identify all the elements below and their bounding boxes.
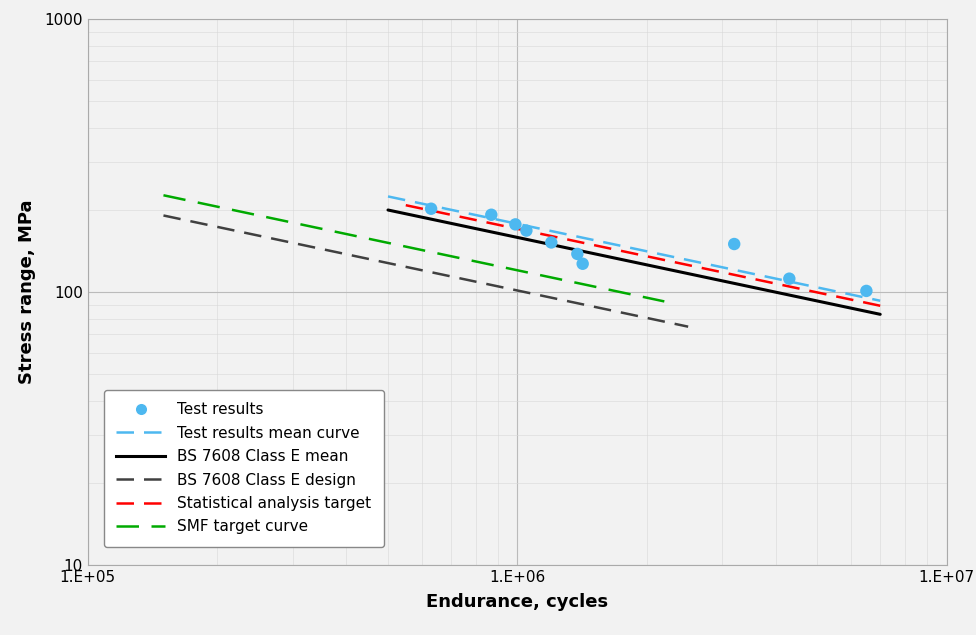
X-axis label: Endurance, cycles: Endurance, cycles [427,593,608,612]
Point [518,225,534,236]
Point [575,258,590,269]
Point [544,237,559,248]
Point [424,204,439,214]
Point [483,210,499,220]
Legend: Test results, Test results mean curve, BS 7608 Class E mean, BS 7608 Class E des: Test results, Test results mean curve, B… [104,390,384,547]
Point [726,239,742,249]
Point [782,274,797,284]
Point [570,249,586,259]
Point [508,219,523,229]
Point [859,286,874,296]
Y-axis label: Stress range, MPa: Stress range, MPa [19,200,36,384]
